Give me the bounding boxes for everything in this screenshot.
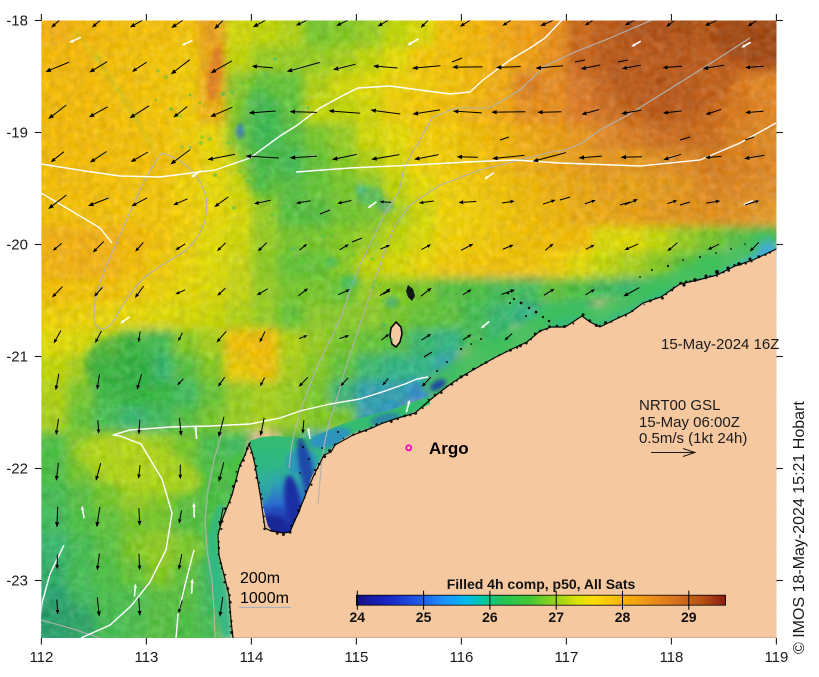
svg-text:24: 24 bbox=[350, 609, 366, 625]
svg-text:29: 29 bbox=[681, 609, 697, 625]
svg-text:27: 27 bbox=[548, 609, 564, 625]
svg-text:26: 26 bbox=[482, 609, 498, 625]
svg-text:119: 119 bbox=[764, 649, 788, 666]
svg-text:200m: 200m bbox=[240, 570, 280, 587]
svg-text:15-May 06:00Z: 15-May 06:00Z bbox=[639, 414, 740, 431]
svg-text:© IMOS 18-May-2024 15:21 Hobar: © IMOS 18-May-2024 15:21 Hobart bbox=[791, 401, 808, 654]
svg-text:Argo: Argo bbox=[429, 439, 469, 458]
svg-text:-19: -19 bbox=[6, 125, 28, 142]
svg-text:-23: -23 bbox=[6, 573, 28, 590]
svg-text:117: 117 bbox=[554, 649, 578, 666]
svg-text:28: 28 bbox=[615, 609, 631, 625]
svg-text:112: 112 bbox=[29, 649, 53, 666]
svg-text:25: 25 bbox=[416, 609, 432, 625]
svg-text:115: 115 bbox=[344, 649, 368, 666]
svg-text:NRT00 GSL: NRT00 GSL bbox=[639, 397, 720, 414]
svg-text:15-May-2024 16Z: 15-May-2024 16Z bbox=[661, 336, 779, 353]
svg-text:113: 113 bbox=[134, 649, 158, 666]
svg-text:-18: -18 bbox=[6, 13, 28, 30]
svg-text:0.5m/s (1kt 24h): 0.5m/s (1kt 24h) bbox=[639, 430, 747, 447]
svg-text:Filled 4h comp, p50, All Sats: Filled 4h comp, p50, All Sats bbox=[447, 576, 636, 592]
svg-text:1000m: 1000m bbox=[240, 590, 289, 607]
svg-text:118: 118 bbox=[659, 649, 683, 666]
svg-text:-21: -21 bbox=[6, 349, 28, 366]
svg-text:116: 116 bbox=[449, 649, 473, 666]
svg-text:-22: -22 bbox=[6, 461, 28, 478]
svg-text:114: 114 bbox=[239, 649, 263, 666]
svg-text:-20: -20 bbox=[6, 237, 28, 254]
